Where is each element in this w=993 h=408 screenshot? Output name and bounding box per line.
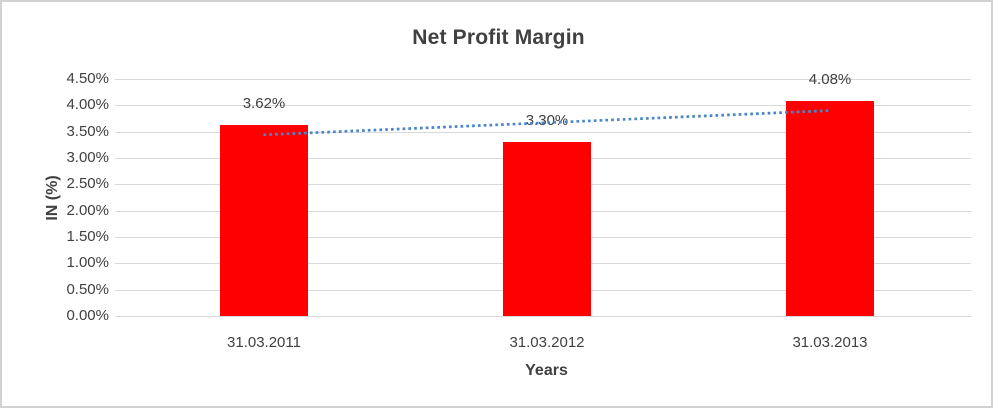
y-tick-label: 0.50%	[66, 281, 109, 298]
y-tick-label: 1.50%	[66, 228, 109, 245]
data-label: 4.08%	[808, 71, 852, 88]
chart-title: Net Profit Margin	[412, 26, 585, 49]
y-tick-label: 3.00%	[66, 149, 109, 166]
y-tick-label: 4.00%	[66, 96, 109, 113]
y-tick-label: 2.00%	[66, 202, 109, 219]
gridline	[115, 316, 971, 317]
x-tick-label: 31.03.2013	[792, 334, 868, 351]
gridline	[115, 79, 971, 80]
bar	[503, 142, 591, 316]
bar	[786, 101, 874, 316]
y-tick-label: 4.50%	[66, 70, 109, 87]
y-tick-label: 0.00%	[66, 307, 109, 324]
y-tick-label: 2.50%	[66, 175, 109, 192]
y-tick-label: 1.00%	[66, 254, 109, 271]
data-label: 3.62%	[242, 95, 286, 112]
x-tick-label: 31.03.2012	[509, 334, 585, 351]
y-tick-label: 3.50%	[66, 123, 109, 140]
x-tick-label: 31.03.2011	[227, 334, 301, 351]
data-label: 3.30%	[525, 112, 569, 129]
gridline	[115, 105, 971, 106]
y-axis-title: IN (%)	[44, 175, 61, 221]
x-axis-title: Years	[525, 362, 568, 379]
bar	[220, 125, 308, 316]
